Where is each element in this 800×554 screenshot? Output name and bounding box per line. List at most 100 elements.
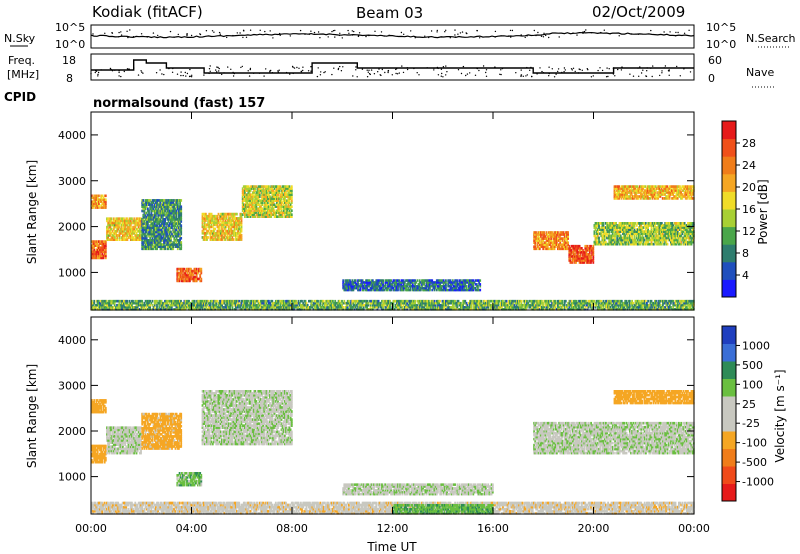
heatmap-cell xyxy=(593,226,596,229)
heatmap-cell xyxy=(387,286,390,290)
heatmap-cell xyxy=(582,251,584,254)
heatmap-cell xyxy=(370,285,373,288)
noise-sky-line xyxy=(90,31,695,39)
heatmap-cell xyxy=(463,288,466,292)
heatmap-cell xyxy=(149,232,152,236)
heatmap-cell xyxy=(260,213,262,216)
heatmap-cell xyxy=(630,240,632,244)
heatmap-cell xyxy=(440,288,443,292)
heatmap-cell xyxy=(577,253,580,256)
heatmap-cell xyxy=(622,191,625,194)
heatmap-cell xyxy=(662,228,664,231)
heatmap-cell xyxy=(284,195,286,198)
heatmap-cell xyxy=(346,283,349,286)
heatmap-cell xyxy=(111,301,114,305)
heatmap-cell xyxy=(576,244,579,248)
heatmap-cell xyxy=(278,197,281,200)
heatmap-cell xyxy=(104,248,107,252)
heatmap-cell xyxy=(424,286,427,290)
heatmap-cell xyxy=(373,283,375,286)
heatmap-cell xyxy=(92,256,94,260)
heatmap-cell xyxy=(430,279,432,282)
heatmap-cell xyxy=(145,211,148,215)
nave-dot xyxy=(551,68,553,70)
noise-dot xyxy=(583,30,586,33)
heatmap-cell xyxy=(117,227,120,231)
heatmap-cell xyxy=(624,226,627,229)
heatmap-cell xyxy=(537,235,540,238)
heatmap-cell xyxy=(234,223,237,227)
heatmap-cell xyxy=(668,234,671,238)
heatmap-cell xyxy=(427,281,430,284)
heatmap-cell xyxy=(640,232,643,236)
heatmap-cell xyxy=(659,193,662,196)
heatmap-cell xyxy=(691,232,694,236)
heatmap-cell xyxy=(143,232,146,236)
heatmap-cell xyxy=(239,238,242,241)
heatmap-cell xyxy=(107,234,109,237)
heatmap-cell xyxy=(680,191,682,194)
heatmap-cell xyxy=(563,239,566,242)
heatmap-cell xyxy=(627,238,630,242)
heatmap-cell xyxy=(161,243,164,246)
heatmap-cell xyxy=(691,236,694,240)
heatmap-cell xyxy=(382,288,384,292)
heatmap-cell xyxy=(264,187,267,190)
heatmap-cell xyxy=(107,308,109,311)
heatmap-cell xyxy=(248,201,251,204)
heatmap-cell xyxy=(640,185,642,188)
heatmap-cell xyxy=(381,288,383,292)
heatmap-cell xyxy=(174,211,177,215)
heatmap-cell xyxy=(219,238,222,241)
heatmap-cell xyxy=(614,238,616,242)
heatmap-cell xyxy=(209,217,212,220)
heatmap-cell xyxy=(431,288,434,292)
heatmap-cell xyxy=(120,308,123,311)
heatmap-cell xyxy=(244,205,246,208)
heatmap-cell xyxy=(423,286,426,290)
heatmap-cell xyxy=(598,224,600,227)
heatmap-cell xyxy=(258,187,261,190)
heatmap-cell xyxy=(592,257,595,260)
heatmap-cell xyxy=(660,222,663,225)
heatmap-cell xyxy=(237,219,239,222)
heatmap-cell xyxy=(249,209,252,212)
heatmap-cell xyxy=(289,197,292,200)
nave-dot xyxy=(118,75,120,77)
heatmap-cell xyxy=(664,189,666,192)
heatmap-cell xyxy=(141,232,144,236)
heatmap-cell xyxy=(124,306,126,309)
heatmap-cell xyxy=(153,230,156,234)
heatmap-cell xyxy=(274,199,277,202)
heatmap-cell xyxy=(166,218,169,221)
heatmap-cell xyxy=(98,202,100,205)
nave-tick-top: 60 xyxy=(708,54,722,67)
heatmap-cell xyxy=(149,230,152,234)
heatmap-cell xyxy=(156,218,158,221)
heatmap-cell xyxy=(615,193,618,196)
heatmap-cell xyxy=(550,247,552,251)
heatmap-cell xyxy=(116,227,119,231)
heatmap-cell xyxy=(683,187,686,190)
heatmap-cell xyxy=(268,195,270,198)
heatmap-cell xyxy=(665,240,668,244)
heatmap-cell xyxy=(398,285,400,288)
heatmap-cell xyxy=(438,283,440,286)
heatmap-cell xyxy=(176,243,179,246)
heatmap-cell xyxy=(458,288,461,292)
nave-dot xyxy=(249,68,251,71)
heatmap-cell xyxy=(153,232,156,236)
heatmap-cell xyxy=(386,283,389,286)
heatmap-cell xyxy=(229,236,231,239)
heatmap-cell xyxy=(423,279,426,282)
heatmap-cell xyxy=(610,228,613,231)
heatmap-cell xyxy=(179,207,181,211)
heatmap-cell xyxy=(620,228,623,231)
heatmap-cell xyxy=(378,281,381,284)
heatmap-cell xyxy=(241,213,244,216)
heatmap-cell xyxy=(585,257,588,260)
heatmap-cell xyxy=(678,234,680,238)
heatmap-cell xyxy=(165,226,168,230)
heatmap-cell xyxy=(145,218,148,221)
heatmap-cell xyxy=(354,285,357,288)
